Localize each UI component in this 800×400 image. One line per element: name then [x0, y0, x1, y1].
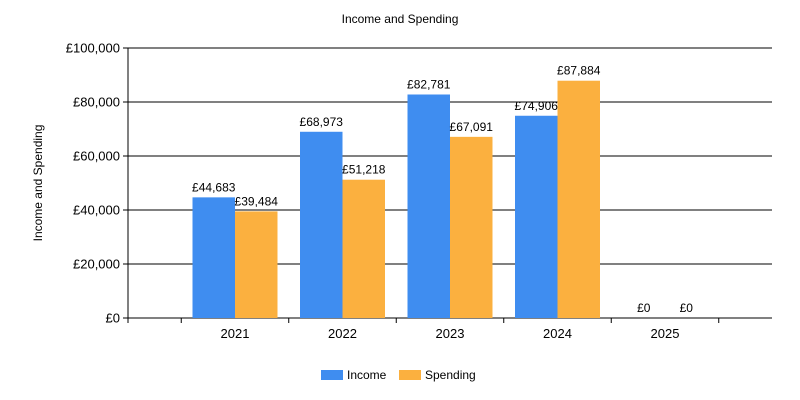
bar-spending-2024	[557, 80, 600, 319]
legend-label-spending: Spending	[425, 368, 476, 382]
y-tick-label: £40,000	[73, 203, 120, 218]
bar-income-2021	[192, 197, 235, 318]
y-tick-label: £100,000	[66, 41, 120, 56]
x-tick-label: 2022	[328, 326, 357, 341]
y-tick-label: £0	[106, 311, 120, 326]
bar-income-2024	[515, 115, 558, 318]
data-label: £44,683	[192, 180, 236, 194]
bar-spending-2022	[342, 179, 385, 318]
x-tick-label: 2024	[543, 326, 572, 341]
x-tick-label: 2023	[436, 326, 465, 341]
bar-spending-2023	[450, 136, 493, 318]
data-label: £0	[680, 301, 694, 315]
bar-income-2022	[300, 131, 343, 318]
y-tick-label: £80,000	[73, 95, 120, 110]
data-label: £68,973	[300, 115, 344, 129]
data-label: £67,091	[450, 120, 494, 134]
y-tick-label: £20,000	[73, 257, 120, 272]
data-label: £39,484	[235, 194, 279, 208]
y-tick-label: £60,000	[73, 149, 120, 164]
data-label: £74,906	[515, 99, 559, 113]
data-label: £82,781	[407, 77, 451, 91]
bar-income-2023	[407, 94, 450, 318]
data-label: £87,884	[557, 64, 601, 78]
data-label: £0	[637, 301, 651, 315]
data-label: £51,218	[342, 163, 386, 177]
legend-swatch-income	[321, 370, 343, 380]
x-tick-label: 2021	[221, 326, 250, 341]
chart-title: Income and Spending	[341, 12, 459, 26]
bar-spending-2021	[235, 211, 278, 318]
legend-label-income: Income	[347, 368, 387, 382]
x-tick-label: 2025	[651, 326, 680, 341]
legend-swatch-spending	[399, 370, 421, 380]
y-axis-label: Income and Spending	[31, 125, 45, 242]
